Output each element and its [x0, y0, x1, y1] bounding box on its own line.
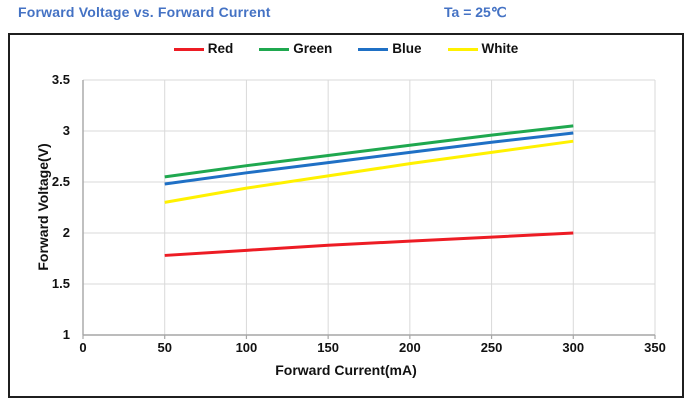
chart-area: Red Green Blue White 1 1.5 2 2.5 3 3.5 0 50 100 150… [10, 35, 682, 394]
legend-swatch-white [447, 47, 478, 51]
legend-item-green: Green [259, 42, 332, 56]
legend-label: White [481, 41, 519, 57]
legend: Red Green Blue White [10, 39, 682, 59]
series-line-red [164, 231, 574, 257]
series-line-blue [164, 131, 574, 186]
y-tick-label: 2.5 [51, 174, 70, 189]
chart-title: Forward Voltage vs. Forward Current [18, 4, 271, 20]
x-tick-label: 350 [644, 340, 666, 355]
y-axis-title: Forward Voltage(V) [35, 143, 51, 271]
x-tick-label: 300 [562, 340, 585, 355]
temperature-condition: Ta = 25℃ [444, 4, 507, 20]
x-tick-label: 100 [235, 340, 258, 355]
x-axis-title: Forward Current(mA) [275, 362, 417, 378]
x-tick-label: 0 [79, 340, 87, 355]
y-tick-label: 2 [62, 225, 70, 240]
series-line-green [164, 124, 574, 179]
legend-label: Red [207, 41, 234, 57]
legend-item-blue: Blue [358, 41, 422, 57]
legend-swatch-blue [358, 47, 389, 51]
plot-svg [82, 79, 656, 339]
y-tick-label: 1 [62, 327, 70, 342]
legend-label: Blue [392, 41, 422, 57]
x-tick-label: 50 [157, 340, 172, 355]
legend-swatch-green [259, 47, 290, 51]
y-tick-label: 3 [62, 123, 70, 138]
y-tick-label: 3.5 [51, 72, 70, 87]
x-tick-label: 150 [317, 340, 339, 355]
legend-label: Green [293, 41, 333, 57]
legend-item-white: White [447, 41, 519, 57]
x-tick-label: 200 [398, 340, 421, 355]
series-line-white [164, 139, 574, 204]
legend-swatch-red [173, 47, 204, 51]
x-tick-label: 250 [480, 340, 503, 355]
chart-frame: Red Green Blue White 1 1.5 2 2.5 3 3.5 0 50 100 150… [8, 33, 684, 398]
legend-item-red: Red [173, 41, 234, 57]
y-tick-label: 1.5 [51, 276, 70, 291]
